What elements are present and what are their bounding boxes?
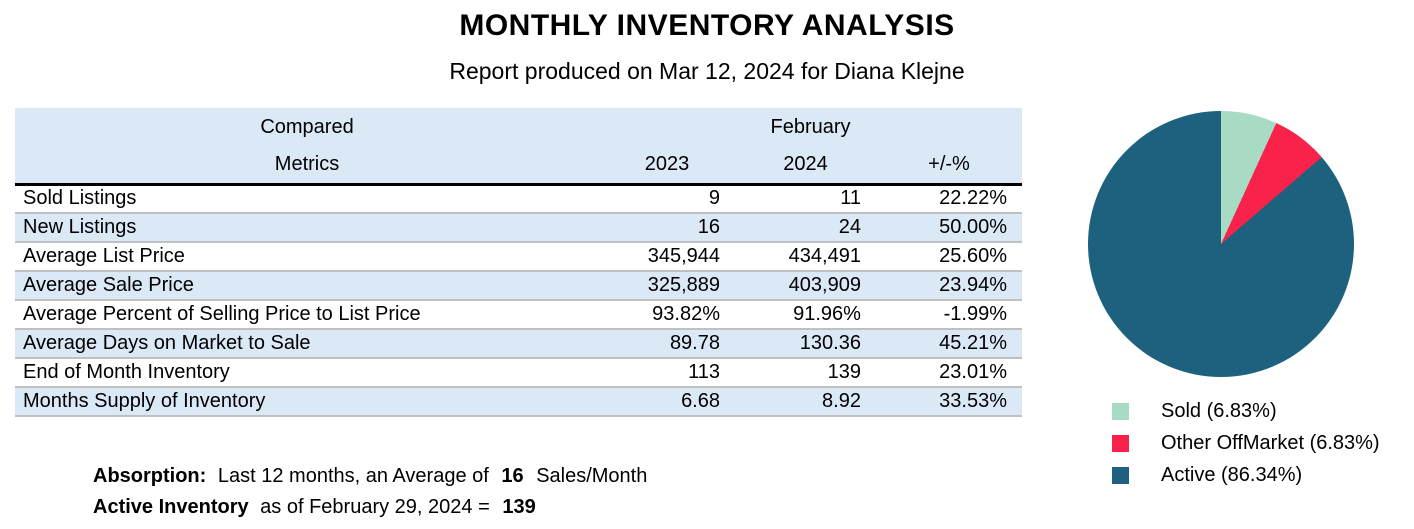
- value-change: 45.21%: [875, 329, 1022, 359]
- metric-label: Average Percent of Selling Price to List…: [15, 300, 600, 330]
- value-change: 22.22%: [875, 184, 1022, 214]
- column-header-2024: 2024: [735, 146, 876, 186]
- metric-label: End of Month Inventory: [15, 358, 600, 388]
- value-2023: 93.82%: [599, 300, 735, 330]
- value-2023: 89.78: [599, 329, 735, 359]
- table-header: Compared February Metrics 2023 2024 +/-%: [15, 108, 1022, 186]
- footer-notes: Absorption: Last 12 months, an Average o…: [93, 461, 647, 523]
- group-header-compared: Compared: [15, 108, 600, 146]
- value-change: 23.94%: [875, 271, 1022, 301]
- legend-item-sold: Sold (6.83%): [1112, 400, 1380, 423]
- legend-label: Active (86.34%): [1161, 464, 1303, 486]
- other-offmarket-swatch-icon: [1112, 435, 1129, 452]
- value-2024: 130.36: [735, 329, 876, 359]
- inventory-pie-chart: [1088, 111, 1354, 377]
- active-inventory-label: Active Inventory: [93, 496, 249, 518]
- table-row: Average Percent of Selling Price to List…: [15, 300, 1022, 330]
- pie-legend: Sold (6.83%) Other OffMarket (6.83%) Act…: [1112, 400, 1380, 487]
- metric-label: Average Sale Price: [15, 271, 600, 301]
- active-swatch-icon: [1112, 467, 1129, 484]
- value-2024: 403,909: [735, 271, 876, 301]
- metric-label: Months Supply of Inventory: [15, 387, 600, 417]
- absorption-note: Absorption: Last 12 months, an Average o…: [93, 461, 647, 492]
- value-2023: 16: [599, 213, 735, 243]
- absorption-value: 16: [501, 465, 524, 487]
- value-2024: 11: [735, 184, 876, 214]
- value-2024: 24: [735, 213, 876, 243]
- metric-label: Average List Price: [15, 242, 600, 272]
- value-2023: 9: [599, 184, 735, 214]
- active-inventory-text: as of February 29, 2024 =: [260, 496, 490, 518]
- legend-item-other-offmarket: Other OffMarket (6.83%): [1112, 432, 1380, 455]
- table-row: Months Supply of Inventory 6.68 8.92 33.…: [15, 387, 1022, 417]
- value-2023: 113: [599, 358, 735, 388]
- metric-label: Average Days on Market to Sale: [15, 329, 600, 359]
- column-header-2023: 2023: [599, 146, 735, 186]
- column-header-change: +/-%: [875, 146, 1022, 186]
- table-group-header-row: Compared February: [15, 108, 1022, 146]
- value-2024: 8.92: [735, 387, 876, 417]
- value-2024: 434,491: [735, 242, 876, 272]
- active-inventory-note: Active Inventory as of February 29, 2024…: [93, 492, 647, 523]
- table-row: Average Days on Market to Sale 89.78 130…: [15, 329, 1022, 359]
- metric-label: New Listings: [15, 213, 600, 243]
- absorption-unit: Sales/Month: [536, 465, 648, 487]
- legend-label: Sold (6.83%): [1161, 400, 1277, 422]
- table-row: Average List Price 345,944 434,491 25.60…: [15, 242, 1022, 272]
- value-change: 25.60%: [875, 242, 1022, 272]
- value-change: 33.53%: [875, 387, 1022, 417]
- sold-swatch-icon: [1112, 403, 1129, 420]
- value-2023: 6.68: [599, 387, 735, 417]
- value-2023: 325,889: [599, 271, 735, 301]
- legend-label: Other OffMarket (6.83%): [1161, 432, 1380, 454]
- value-change: 23.01%: [875, 358, 1022, 388]
- table-row: Sold Listings 9 11 22.22%: [15, 184, 1022, 214]
- legend-item-active: Active (86.34%): [1112, 464, 1380, 487]
- active-inventory-value: 139: [502, 496, 536, 518]
- group-header-february: February: [599, 108, 1022, 146]
- metric-label: Sold Listings: [15, 184, 600, 214]
- inventory-table: Compared February Metrics 2023 2024 +/-%…: [15, 108, 1022, 417]
- absorption-label: Absorption:: [93, 465, 207, 487]
- table-row: New Listings 16 24 50.00%: [15, 213, 1022, 243]
- table-column-header-row: Metrics 2023 2024 +/-%: [15, 146, 1022, 186]
- report-subtitle: Report produced on Mar 12, 2024 for Dian…: [449, 58, 965, 84]
- page-title: MONTHLY INVENTORY ANALYSIS: [459, 9, 955, 42]
- value-2024: 139: [735, 358, 876, 388]
- column-header-metrics: Metrics: [15, 146, 600, 186]
- value-change: 50.00%: [875, 213, 1022, 243]
- table-row: End of Month Inventory 113 139 23.01%: [15, 358, 1022, 388]
- value-2023: 345,944: [599, 242, 735, 272]
- absorption-text: Last 12 months, an Average of: [217, 465, 489, 487]
- value-change: -1.99%: [875, 300, 1022, 330]
- value-2024: 91.96%: [735, 300, 876, 330]
- table-row: Average Sale Price 325,889 403,909 23.94…: [15, 271, 1022, 301]
